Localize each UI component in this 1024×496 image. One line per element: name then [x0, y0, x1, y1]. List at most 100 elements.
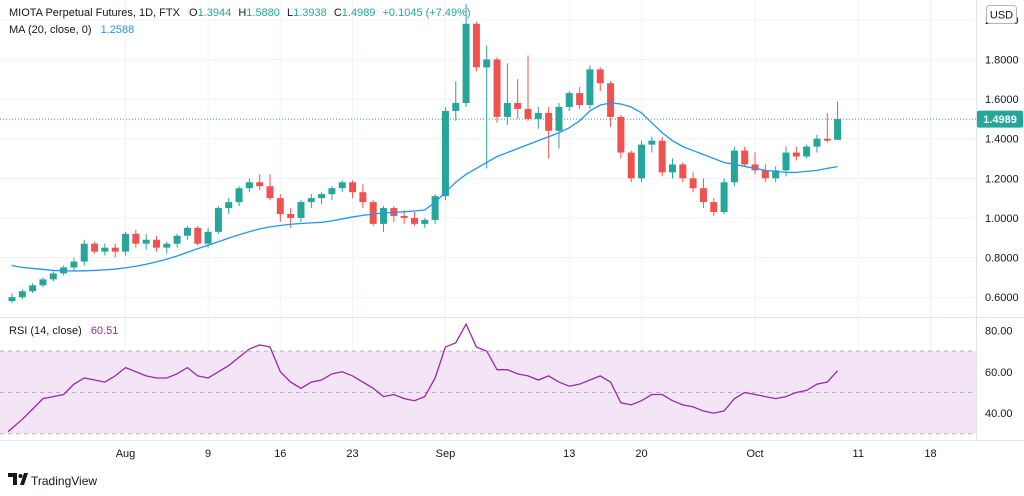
candle	[18, 289, 26, 300]
candle-body	[710, 202, 718, 212]
candle-body	[607, 83, 615, 117]
candle	[472, 21, 480, 72]
legend-symbol: MIOTA Perpetual Futures, 1D, FTX	[9, 7, 181, 19]
candle	[111, 243, 119, 258]
candle	[29, 283, 37, 294]
time-axis[interactable]: Aug 9 16 23 Sep 13 20 Oct 11 18	[116, 448, 937, 460]
candle-body	[483, 59, 491, 68]
candle-body	[761, 170, 769, 179]
candle	[586, 65, 594, 109]
candle	[359, 184, 367, 209]
candle-body	[576, 93, 584, 106]
legend-rsi[interactable]: RSI (14, close) 60.51	[9, 325, 118, 337]
rsi-tick-label: 80.00	[985, 325, 1013, 337]
candle	[235, 186, 243, 207]
candle-body	[792, 152, 800, 157]
candle	[761, 164, 769, 183]
time-tick-label: Aug	[116, 448, 136, 460]
candle-body	[472, 23, 480, 68]
rsi-axis[interactable]: 80.00 60.00 40.00	[985, 325, 1013, 420]
candle-body	[235, 188, 243, 203]
rsi-band-lines	[0, 350, 976, 435]
candle-body	[668, 164, 676, 173]
candle-body	[70, 261, 78, 268]
legend-ma[interactable]: MA (20, close, 0) 1.2588	[9, 24, 134, 36]
candle-body	[720, 182, 728, 212]
rsi-tick-label: 40.00	[985, 408, 1013, 420]
candle	[122, 231, 130, 256]
candle	[91, 241, 99, 254]
tradingview-logo-icon	[8, 473, 28, 485]
candle	[699, 178, 707, 209]
candle	[617, 114, 625, 159]
candle-body	[173, 235, 181, 244]
candle	[421, 217, 429, 228]
candle	[792, 146, 800, 161]
candle-body	[534, 112, 542, 119]
candle	[266, 174, 274, 201]
candle-body	[410, 217, 418, 224]
time-tick-label: 9	[205, 448, 211, 460]
candle	[596, 67, 604, 92]
candle-body	[441, 110, 449, 197]
candle	[576, 87, 584, 109]
candle	[720, 178, 728, 214]
legend-rsi-label: RSI (14, close)	[9, 325, 82, 337]
candle-body	[699, 188, 707, 203]
candle	[555, 103, 563, 149]
candle-body	[122, 233, 130, 252]
candle	[493, 57, 501, 123]
candle-body	[297, 202, 305, 218]
candle	[39, 277, 47, 288]
candle	[297, 200, 305, 222]
candle-body	[493, 59, 501, 117]
candlestick-series	[8, 3, 842, 304]
legend-high-value: 1.5880	[246, 7, 280, 19]
candle	[462, 3, 470, 107]
price-tick-label: 1.0000	[985, 213, 1019, 225]
candle-body	[101, 247, 109, 252]
candle	[214, 206, 222, 234]
price-axis[interactable]: 2.00001.80001.60001.40001.20001.00000.80…	[985, 15, 1019, 304]
candle-body	[49, 273, 57, 280]
legend-open-value: 1.3944	[198, 7, 232, 19]
legend-close-label: C	[334, 7, 342, 19]
candle	[276, 194, 284, 222]
candle-body	[834, 119, 842, 140]
candle	[49, 271, 57, 282]
candle-body	[225, 202, 233, 209]
candle	[380, 206, 388, 232]
price-tick-label: 1.2000	[985, 173, 1019, 185]
time-tick-label: Sep	[436, 448, 456, 460]
candle	[730, 146, 738, 187]
candle-body	[617, 116, 625, 153]
legend-close-value: 1.4989	[342, 7, 376, 19]
candle-body	[256, 182, 264, 187]
candle	[627, 150, 635, 183]
candle	[658, 136, 666, 177]
price-tick-label: 1.4000	[985, 134, 1019, 146]
currency-label: USD	[990, 10, 1013, 22]
candle	[834, 101, 842, 140]
candle-body	[565, 93, 573, 107]
legend-ohlc[interactable]: MIOTA Perpetual Futures, 1D, FTX O1.3944…	[9, 7, 471, 19]
candle-body	[111, 247, 119, 252]
candle	[328, 186, 336, 201]
candle-body	[91, 243, 99, 252]
candle	[524, 55, 532, 121]
candle-body	[524, 108, 532, 119]
candle-body	[183, 227, 191, 236]
time-tick-label: Oct	[746, 448, 763, 460]
candle	[679, 162, 687, 183]
tradingview-logo[interactable]: TradingView	[8, 473, 97, 488]
candle-body	[142, 239, 150, 244]
price-tick-label: 0.6000	[985, 292, 1019, 304]
candle-body	[823, 138, 831, 141]
candle	[173, 233, 181, 248]
candle-body	[627, 152, 635, 179]
currency-button[interactable]: USD	[986, 5, 1017, 24]
candle-body	[214, 208, 222, 232]
candle	[668, 158, 676, 179]
candle	[545, 106, 553, 159]
